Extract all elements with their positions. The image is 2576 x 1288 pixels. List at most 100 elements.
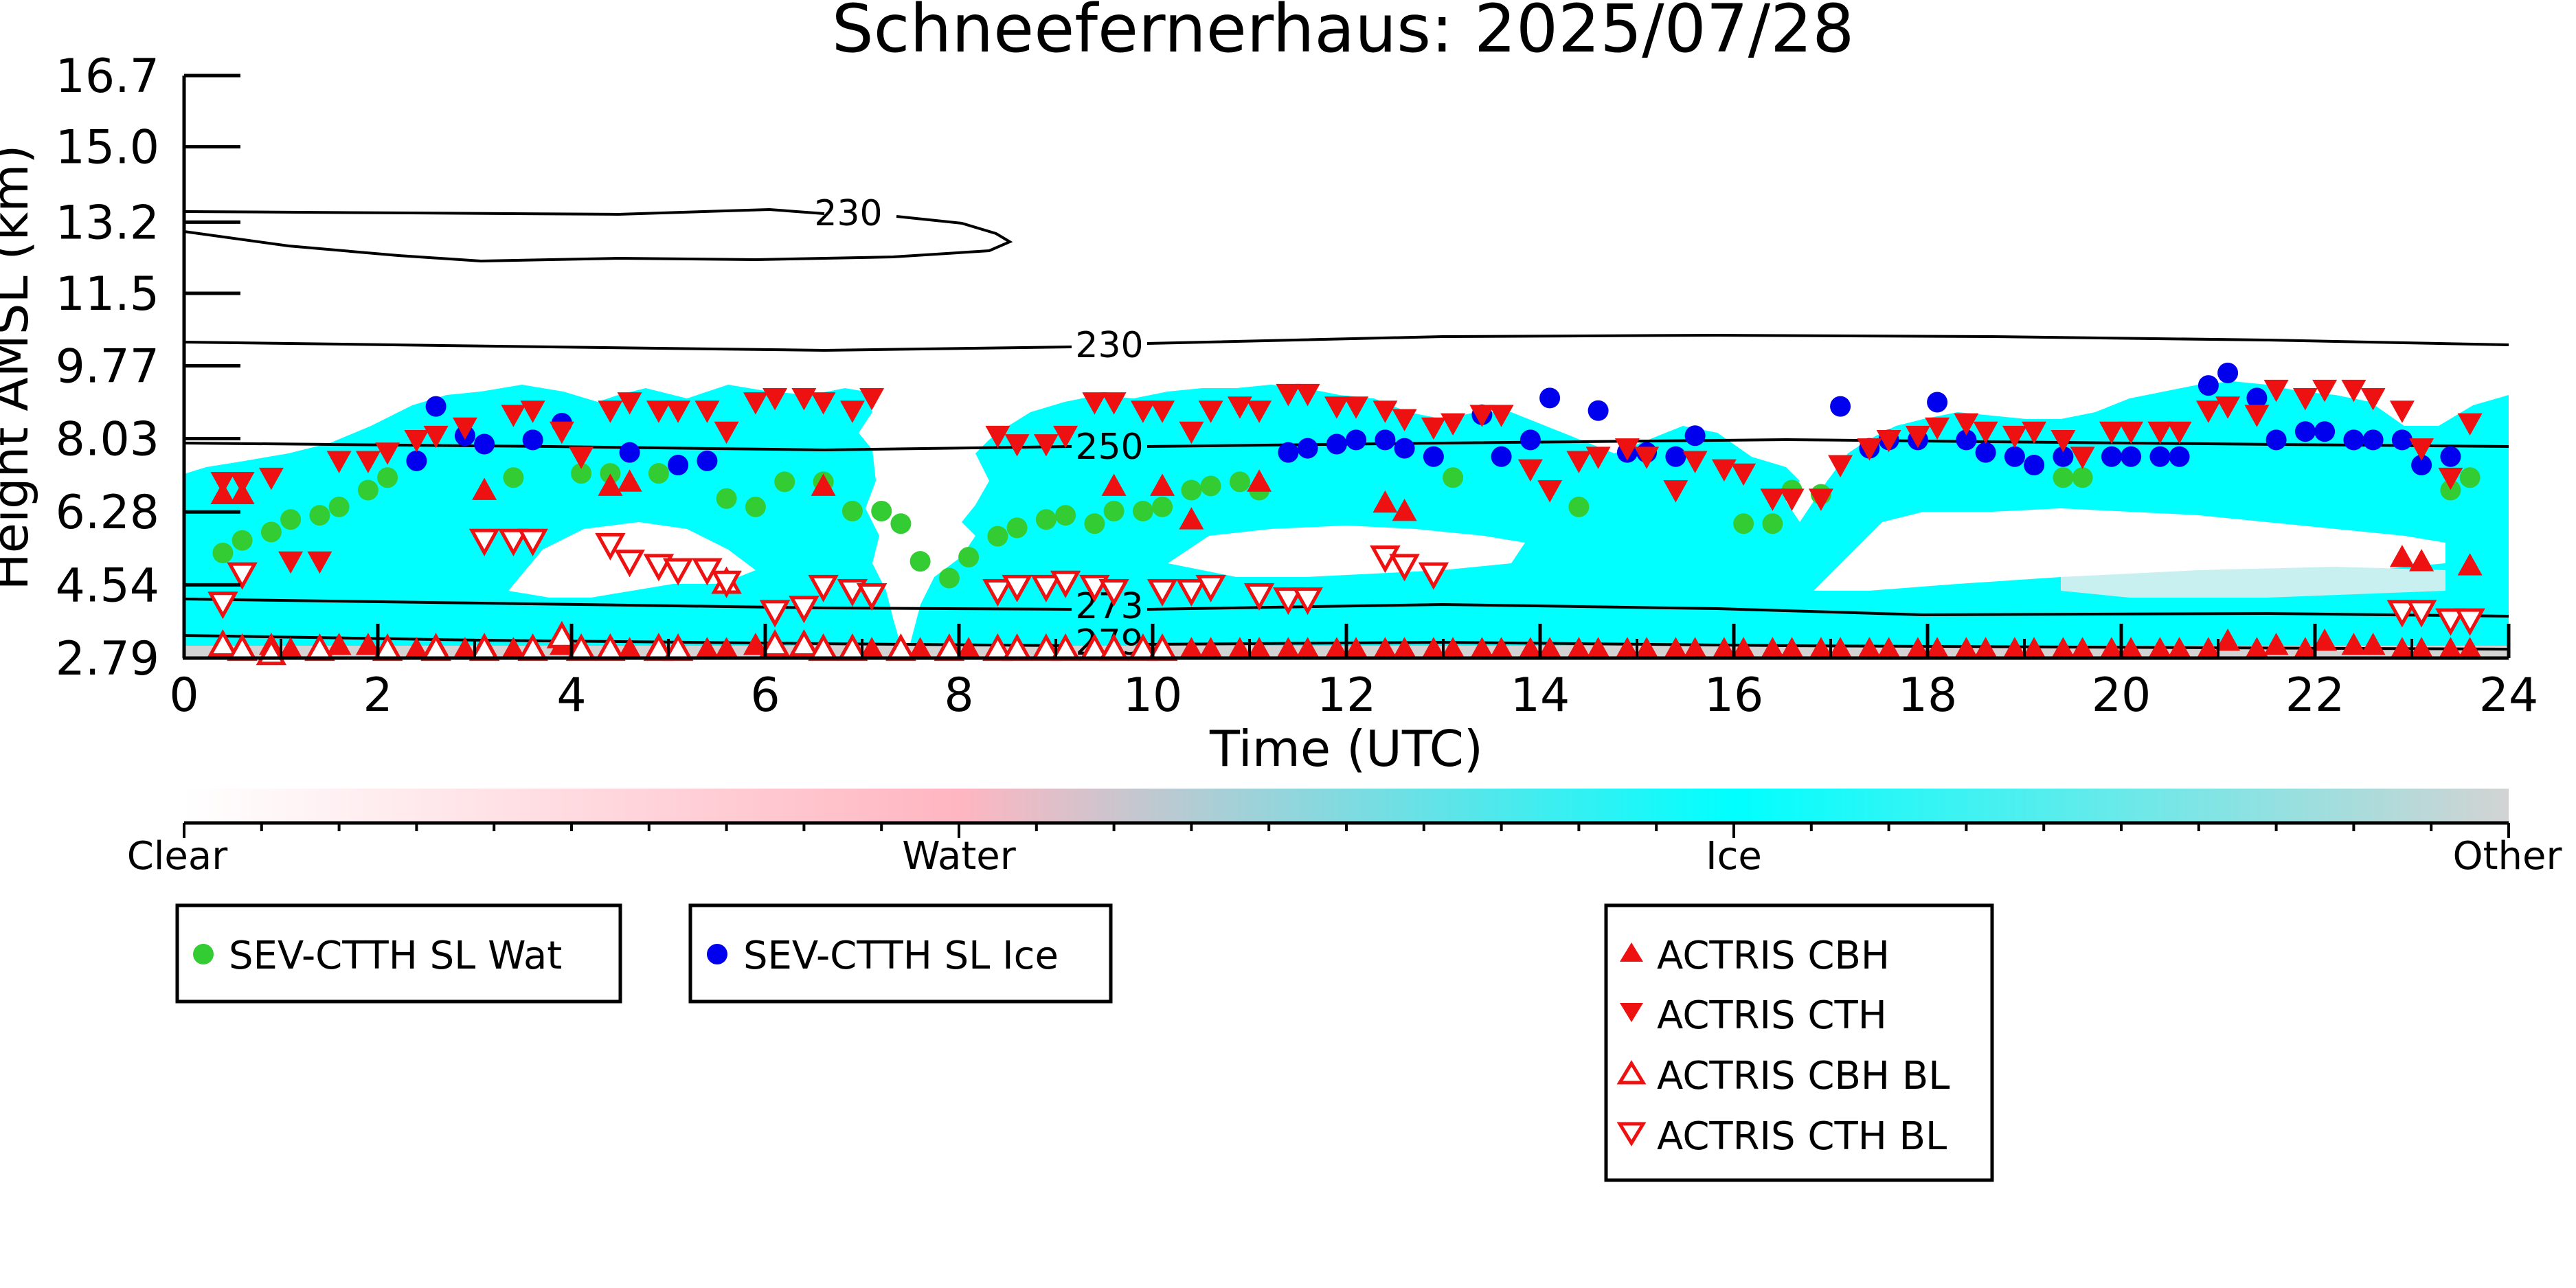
actris-cth-point [569,447,594,469]
actris-cth-bl-point [1050,570,1081,598]
actris-cbh-point [2099,637,2124,659]
actris-cth-point [1101,392,1127,415]
sev-ctth-sl-ice-point [668,454,689,475]
sev-ctth-sl-wat-point [2053,467,2074,488]
sev-ctth-sl-ice-point [1539,387,1561,409]
actris-cth-point [2119,421,2144,444]
actris-cth-point [1537,480,1563,503]
sev-ctth-sl-ice-point [1830,396,1851,417]
actris-cth-bl-point [1030,574,1062,602]
actris-cbh-point [1828,637,1853,659]
actris-cth-point [2050,429,2076,453]
actris-cth-point [1392,409,1417,431]
sev-ctth-sl-wat-point [1443,467,1464,488]
actris-cbh-bl-point [207,629,238,657]
sev-ctth-sl-wat-point [871,501,892,522]
sev-ctth-sl-wat-point [1132,501,1153,522]
actris-cbh-point [1324,637,1349,659]
actris-cth-point [326,451,352,473]
sev-ctth-sl-ice-point [406,450,427,471]
legend-marker-cth [1620,1003,1643,1022]
actris-cbh-point [1682,637,1708,659]
actris-cth-bl-point [662,558,694,586]
sev-ctth-sl-ice-point [2101,446,2122,467]
actris-cth-point [1731,463,1756,486]
sev-ctth-sl-wat-point [1762,513,1783,534]
sev-ctth-sl-wat-point [280,509,302,530]
actris-cbh-point [2147,637,2173,659]
actris-cth-point [307,551,332,574]
actris-cbh-point [2119,637,2144,659]
legend-entry: ACTRIS CBH BL [1657,1054,1950,1098]
contour-label: 230 [814,193,882,234]
y-tick-label: 4.54 [56,558,159,613]
actris-cth-point [2457,413,2483,436]
actris-cbh-point [1663,637,1688,659]
sev-ctth-sl-wat-point [1181,479,1202,501]
actris-cth-point [229,471,255,495]
actris-cth-point [2341,379,2366,403]
actris-cth-point [1614,438,1640,461]
actris-cbh-point [617,469,642,492]
sev-ctth-sl-ice-point [1346,429,1367,451]
sev-ctth-sl-wat-point [1006,517,1028,539]
actris-cth-point [2167,421,2192,444]
actris-cbh-point [1614,637,1640,659]
actris-cbh-point [1905,637,1930,659]
legend-sev-ice: SEV-CTTH SL Ice [688,903,1113,1004]
actris-cth-point [2147,421,2173,444]
actris-cth-point [1566,451,1592,473]
y-tick-label: 9.77 [56,339,159,394]
y-ticks: 2.79 4.54 6.28 8.03 9.77 11.5 13.2 15.0 16.7 [56,49,240,686]
sev-ctth-sl-ice-point [1975,442,1996,463]
legend-sev-wat: SEV-CTTH SL Wat [175,903,622,1004]
actris-cbh-point [1925,637,1950,659]
sev-ctth-sl-ice-point [1588,400,1609,421]
sev-ctth-sl-wat-point [958,547,980,568]
sev-ctth-sl-ice-point [425,396,447,417]
actris-cth-bl-point [1389,554,1420,582]
sev-ctth-sl-wat-point [212,542,234,563]
actris-cth-point [1663,480,1688,503]
sev-ctth-sl-ice-point [522,429,543,451]
actris-cth-point [1779,488,1805,511]
actris-cth-point [1033,434,1059,457]
actris-cbh-point [404,637,429,659]
actris-cbh-bl-point [546,620,578,648]
sev-ctth-sl-ice-point [2149,446,2171,467]
actris-cth-point [1179,421,1204,444]
sev-ctth-sl-ice-point [1927,392,1948,413]
legend-entry: ACTRIS CBH [1657,934,1890,978]
actris-cbh-point [1198,637,1223,659]
sev-ctth-sl-ice-point [2314,421,2336,442]
actris-cth-bl-point [614,550,645,578]
actris-cth-bl-point [2386,600,2418,628]
actris-cth-point [2312,379,2338,403]
sev-ctth-sl-wat-point [377,467,398,488]
chart-title: Schneefernerhaus: 2025/07/28 [832,0,1855,67]
actris-cth-point [617,392,642,415]
actris-cth-bl-point [1418,562,1449,590]
actris-cth-point [1004,434,1030,457]
actris-cth-point [2099,421,2124,444]
actris-cbh-point [355,633,381,655]
contour-label: 250 [1075,427,1143,468]
sev-ctth-sl-wat-point [774,471,795,493]
actris-cth-point [258,467,284,490]
sev-ctth-sl-wat-point [2459,467,2481,488]
actris-cth-point [2292,388,2318,411]
actris-cbh-point [2002,637,2027,659]
sev-ctth-sl-ice-point [2121,446,2142,467]
sev-ctth-sl-wat-point [745,496,766,517]
actris-cth-bl-point [1002,574,1032,602]
actris-cth-bl-point [808,574,839,602]
actris-cbh-point [1954,637,1979,659]
sev-ctth-sl-ice-point [1665,446,1686,467]
actris-cth-point [1130,400,1155,423]
actris-cth-point [666,400,691,423]
actris-cbh-point [617,637,642,659]
sev-ctth-sl-wat-point [1084,513,1105,534]
actris-cbh-point [1227,637,1252,659]
actris-cth-bl-point [517,528,548,556]
